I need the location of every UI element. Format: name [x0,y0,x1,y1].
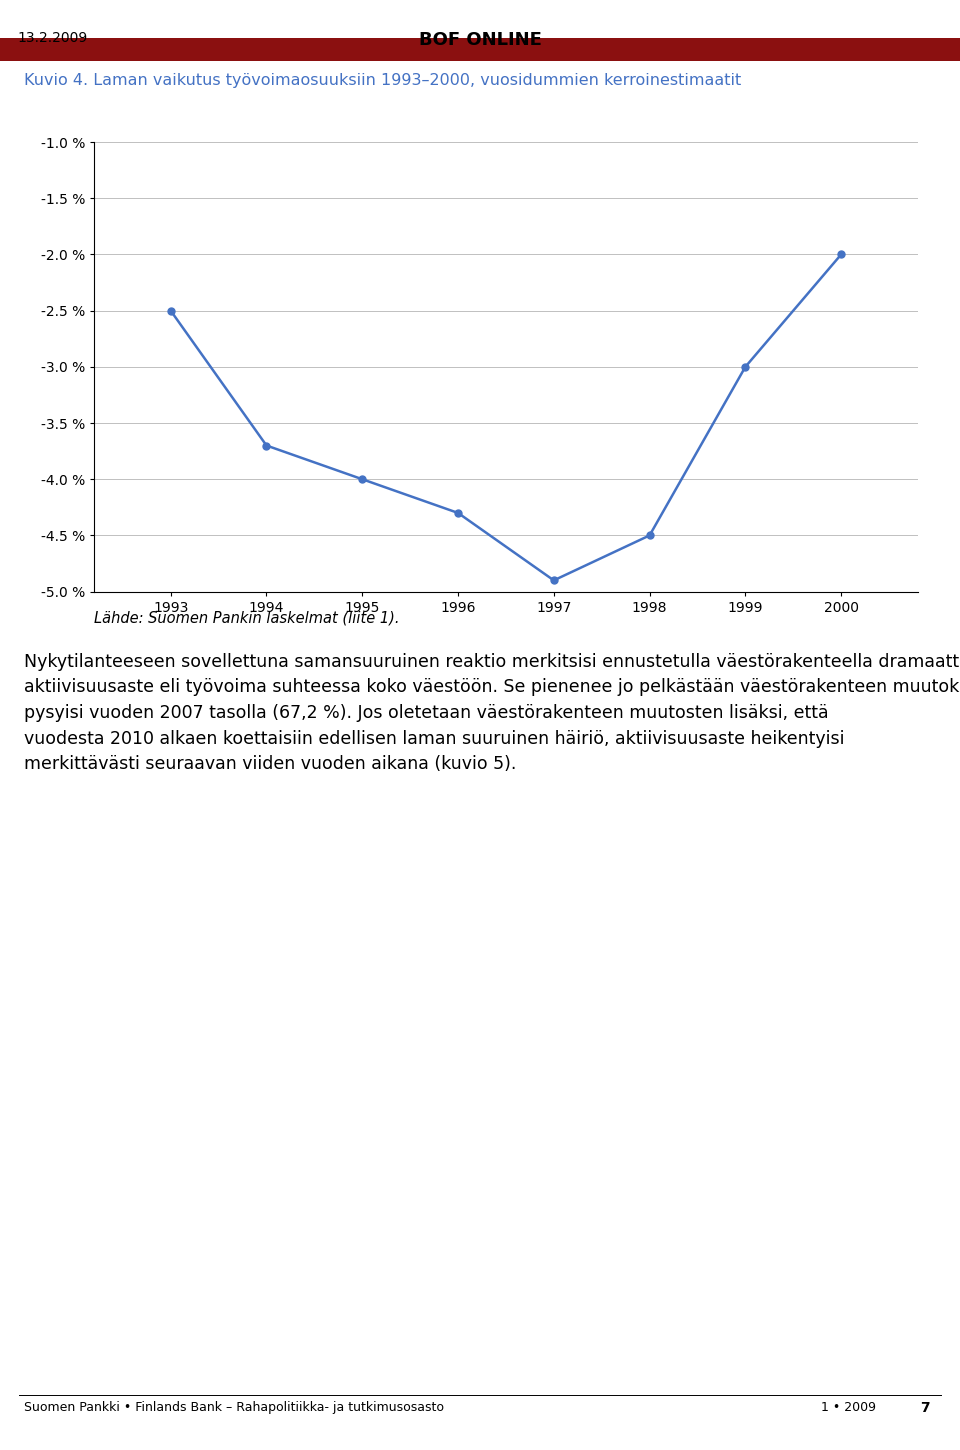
Text: BOF ONLINE: BOF ONLINE [419,32,541,49]
Text: 13.2.2009: 13.2.2009 [17,32,87,45]
Text: Nykytilanteeseen sovellettuna samansuuruinen reaktio merkitsisi ennustetulla väe: Nykytilanteeseen sovellettuna samansuuru… [24,652,960,773]
Text: 7: 7 [920,1401,929,1415]
Text: Kuvio 4. Laman vaikutus työvoimaosuuksiin 1993–2000, vuosidummien kerroinestimaa: Kuvio 4. Laman vaikutus työvoimaosuuksii… [24,72,741,87]
Text: 1 • 2009: 1 • 2009 [821,1401,876,1414]
Text: Suomen Pankki • Finlands Bank – Rahapolitiikka- ja tutkimusosasto: Suomen Pankki • Finlands Bank – Rahapoli… [24,1401,444,1414]
Text: Lähde: Suomen Pankin laskelmat (liite 1).: Lähde: Suomen Pankin laskelmat (liite 1)… [94,610,399,625]
